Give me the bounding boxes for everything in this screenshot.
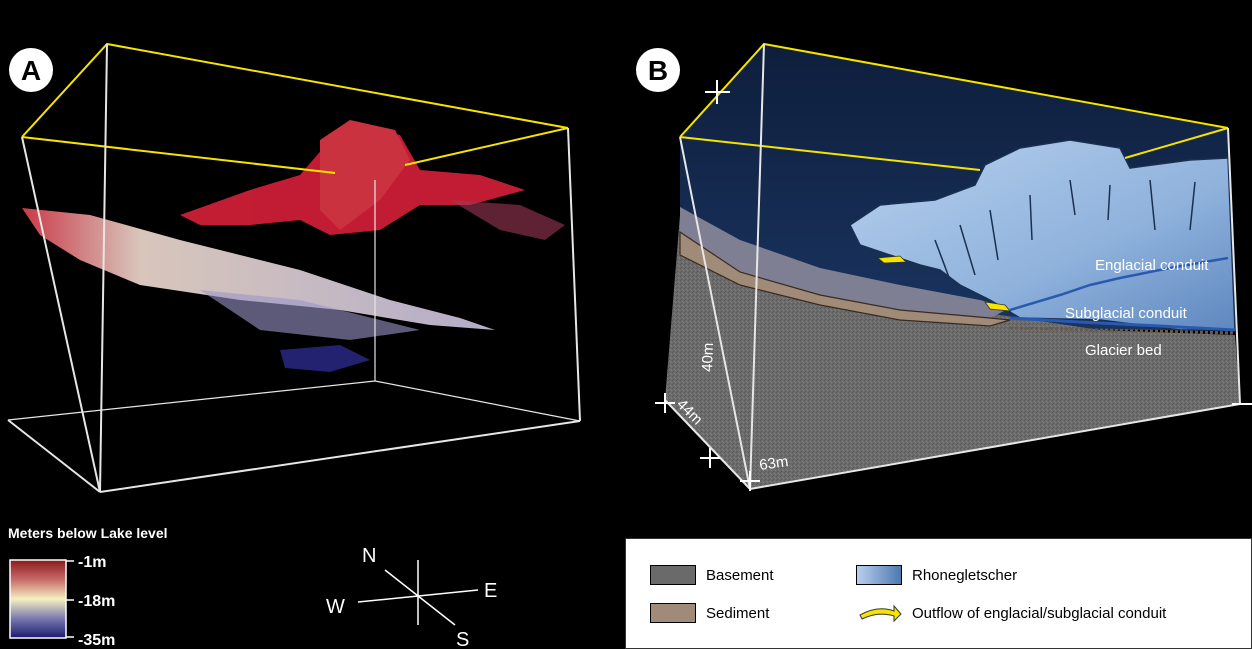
- panel-a-frame: [7, 42, 581, 493]
- outflow-arrow-2: [984, 301, 1011, 312]
- englacial-conduit-label: Englacial conduit: [1095, 257, 1209, 274]
- englacial-conduit-line: [1009, 256, 1229, 312]
- basement-swatch: [650, 565, 696, 585]
- glacier-bed-label: Glacier bed: [1085, 342, 1162, 359]
- color-scale-tick-mid: -18m: [78, 593, 115, 610]
- panel-b-letter: B: [648, 55, 668, 86]
- sediment-swatch: [650, 603, 696, 623]
- color-scale-tick-top: -1m: [78, 554, 106, 571]
- glacier-bed-line: [1009, 326, 1236, 335]
- legend-rhonegletscher-label: Rhonegletscher: [912, 566, 1018, 584]
- ice-swatch: [856, 565, 902, 585]
- color-scale: Meters below Lake level -1m -18m -35m: [8, 525, 168, 649]
- crevasses: [899, 179, 1196, 281]
- legend-item-outflow: Outflow of englacial/subglacial conduit: [856, 603, 1166, 623]
- compass-east: E: [484, 580, 497, 602]
- legend-box: Basement Sediment Rhonegletscher Outflow…: [625, 538, 1252, 649]
- gray-layer: [680, 207, 1010, 318]
- legend-basement-label: Basement: [706, 566, 774, 584]
- subglacial-conduit-line: [1009, 316, 1236, 332]
- legend-sediment-label: Sediment: [706, 604, 770, 622]
- subglacial-conduit-label: Subglacial conduit: [1065, 305, 1188, 322]
- compass-north: N: [362, 545, 376, 567]
- legend-item-rhonegletscher: Rhonegletscher: [856, 565, 1017, 585]
- color-scale-tick-bottom: -35m: [78, 632, 115, 649]
- outflow-arrow-icon: [859, 604, 902, 623]
- panel-a: A: [7, 42, 581, 493]
- glacier-ice: [849, 139, 1236, 331]
- panel-b-frame: [655, 42, 1252, 491]
- color-scale-title: Meters below Lake level: [8, 525, 168, 541]
- panel-a-letter: A: [21, 55, 41, 86]
- color-scale-bar: [9, 559, 67, 639]
- panel-a-badge: [9, 48, 53, 92]
- point-cloud-lower: [22, 208, 495, 372]
- compass-west: W: [326, 596, 345, 618]
- panel-b: Englacial conduit Subglacial conduit Gla…: [636, 42, 1252, 491]
- point-cloud-upper: [180, 120, 565, 240]
- compass: N E S W: [326, 545, 497, 649]
- dimension-height: 40m: [699, 342, 717, 372]
- sediment-layer: [679, 230, 1011, 327]
- legend-item-basement: Basement: [650, 565, 774, 585]
- outflow-arrow-1: [877, 255, 907, 264]
- legend-outflow-label: Outflow of englacial/subglacial conduit: [912, 604, 1167, 622]
- dimension-width: 63m: [758, 453, 789, 474]
- compass-south: S: [456, 629, 469, 649]
- panel-b-badge: [636, 48, 680, 92]
- legend-item-sediment: Sediment: [650, 603, 769, 623]
